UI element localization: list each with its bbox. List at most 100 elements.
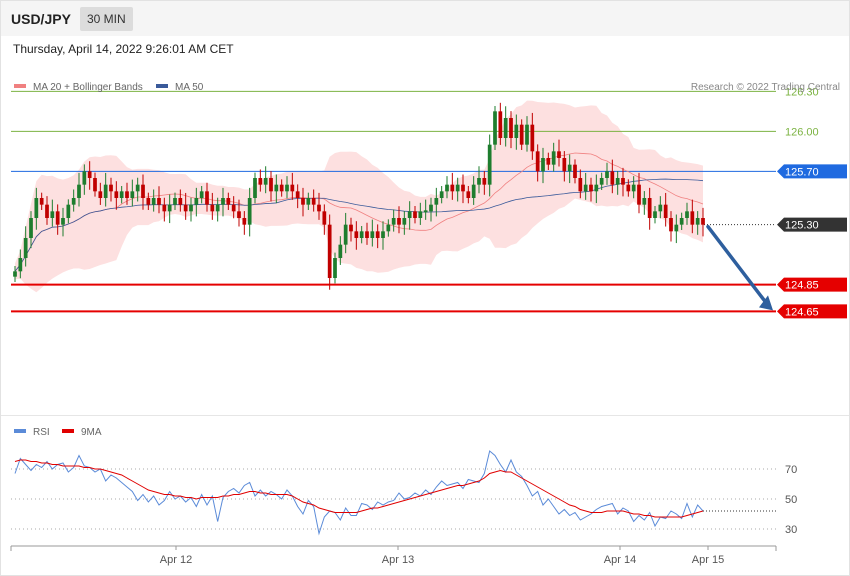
legend-swatch-rsi-ma bbox=[62, 429, 74, 433]
candle-body bbox=[631, 184, 636, 192]
candle-body bbox=[391, 218, 396, 225]
candle-body bbox=[173, 198, 177, 205]
candle-body bbox=[530, 124, 535, 152]
candle-body bbox=[210, 204, 215, 212]
candle-body bbox=[258, 178, 263, 185]
level-label: 126.00 bbox=[785, 126, 819, 138]
level-tag-support bbox=[777, 277, 847, 292]
candle-body bbox=[535, 151, 540, 172]
legend-label-ma20: MA 20 + Bollinger Bands bbox=[33, 82, 143, 93]
candle-body bbox=[327, 224, 332, 278]
candle-body bbox=[674, 224, 679, 232]
candle-body bbox=[503, 118, 508, 138]
candle-body bbox=[685, 211, 689, 218]
candle-body bbox=[466, 191, 471, 198]
level-label: 126.30 bbox=[785, 86, 819, 98]
rsi-tick-label: 30 bbox=[785, 524, 797, 536]
candle-body bbox=[402, 218, 407, 225]
candle-body bbox=[669, 218, 673, 232]
chart-credit: Research © 2022 Trading Central bbox=[691, 82, 840, 93]
candle-body bbox=[573, 164, 577, 178]
x-tick-label: Apr 13 bbox=[382, 554, 414, 566]
legend-label-rsi: RSI bbox=[33, 427, 50, 438]
candle-body bbox=[34, 198, 39, 218]
candle-body bbox=[375, 231, 380, 238]
candle-body bbox=[493, 111, 497, 145]
candle-body bbox=[18, 258, 23, 272]
candle-body bbox=[482, 178, 487, 185]
candle-body bbox=[29, 218, 33, 238]
candle-body bbox=[114, 191, 119, 198]
candle-body bbox=[557, 151, 561, 158]
candle-body bbox=[306, 198, 311, 205]
candle-body bbox=[562, 158, 567, 172]
candle-body bbox=[199, 191, 204, 198]
candle-body bbox=[215, 204, 220, 212]
candle-body bbox=[690, 211, 695, 225]
chart-header: USD/JPY 30 MIN bbox=[1, 1, 849, 36]
ma50-line bbox=[14, 178, 704, 272]
candle-body bbox=[663, 204, 668, 218]
candle-body bbox=[423, 210, 428, 213]
candle-body bbox=[445, 184, 449, 192]
candle-body bbox=[626, 184, 631, 192]
candle-body bbox=[434, 198, 439, 205]
candle-body bbox=[61, 218, 65, 225]
candle-body bbox=[621, 178, 625, 185]
candle-body bbox=[615, 178, 620, 185]
candle-body bbox=[365, 231, 369, 238]
candle-body bbox=[162, 204, 167, 212]
rsi-tick-label: 70 bbox=[785, 464, 797, 476]
candle-body bbox=[333, 258, 337, 278]
candle-body bbox=[189, 204, 193, 212]
candle-body bbox=[653, 211, 657, 218]
candle-body bbox=[141, 184, 145, 198]
candle-body bbox=[71, 198, 76, 205]
candle-body bbox=[55, 211, 60, 225]
legend-swatch-ma20 bbox=[14, 84, 26, 88]
candle-body bbox=[242, 218, 247, 225]
candle-body bbox=[98, 191, 103, 198]
x-tick-label: Apr 14 bbox=[604, 554, 636, 566]
candle-body bbox=[231, 204, 236, 212]
candle-body bbox=[407, 211, 412, 218]
candle-body bbox=[66, 204, 71, 218]
candle-body bbox=[87, 171, 92, 178]
candle-body bbox=[295, 191, 300, 198]
candle-body bbox=[429, 204, 433, 212]
candle-body bbox=[589, 184, 593, 192]
candle-body bbox=[642, 198, 647, 205]
candle-body bbox=[354, 231, 359, 238]
candle-body bbox=[450, 184, 455, 192]
rsi-line bbox=[14, 450, 704, 536]
ma20-line bbox=[14, 152, 704, 272]
candle-body bbox=[370, 231, 375, 238]
candle-body bbox=[93, 178, 97, 192]
level-tag-current bbox=[777, 217, 847, 232]
candle-body bbox=[381, 231, 385, 238]
candle-body bbox=[701, 218, 705, 225]
candle-body bbox=[487, 144, 492, 185]
candle-body bbox=[338, 244, 343, 258]
chart-timestamp: Thursday, April 14, 2022 9:26:01 AM CET bbox=[13, 42, 234, 56]
candle-body bbox=[605, 171, 609, 178]
candle-body bbox=[109, 184, 113, 192]
candle-body bbox=[77, 184, 81, 198]
candle-body bbox=[514, 124, 519, 138]
candle-body bbox=[263, 178, 268, 185]
candle-body bbox=[146, 198, 151, 205]
candle-body bbox=[23, 238, 28, 258]
level-label: 124.65 bbox=[785, 306, 819, 318]
candle-body bbox=[237, 211, 241, 218]
candle-body bbox=[194, 198, 199, 205]
candle-body bbox=[157, 198, 161, 205]
timeframe-badge[interactable]: 30 MIN bbox=[80, 7, 133, 31]
candle-body bbox=[439, 191, 444, 198]
candle-body bbox=[311, 198, 316, 205]
legend-swatch-rsi bbox=[14, 429, 26, 433]
candle-body bbox=[679, 218, 684, 225]
candle-body bbox=[226, 198, 231, 205]
level-label: 125.70 bbox=[785, 166, 819, 178]
candle-body bbox=[151, 198, 156, 205]
